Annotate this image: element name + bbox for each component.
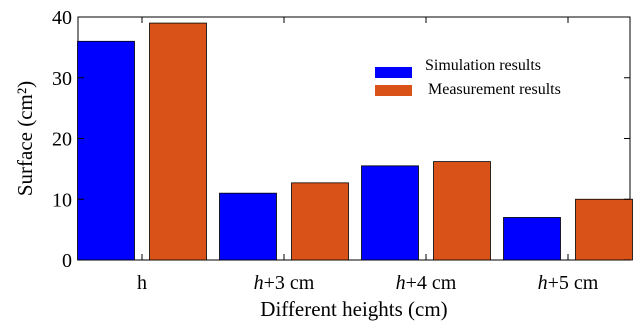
x-tick-label: h+5 cm xyxy=(538,272,599,294)
y-tick-label: 0 xyxy=(62,250,72,272)
bar-simulation-0 xyxy=(77,40,135,261)
x-tick-label: h xyxy=(137,272,147,294)
legend-swatch-measurement xyxy=(375,85,412,96)
x-axis-ticks: h h+3 cm h+4 cm h+5 cm xyxy=(137,17,599,294)
y-tick-label: 30 xyxy=(52,68,72,90)
y-axis-title: Surface (cm²) xyxy=(13,81,37,196)
legend: Simulation results Measurement results xyxy=(375,57,561,98)
bar-measurement-2 xyxy=(433,161,491,261)
legend-label-simulation: Simulation results xyxy=(425,57,541,74)
legend-label-measurement: Measurement results xyxy=(428,81,561,98)
x-tick-label: h+4 cm xyxy=(396,272,457,294)
bar-simulation-2 xyxy=(361,165,419,261)
bar-simulation-1 xyxy=(219,192,277,261)
bar-measurement-3 xyxy=(575,198,633,261)
y-tick-label: 10 xyxy=(52,189,72,211)
x-tick-label: h+3 cm xyxy=(254,272,315,294)
bar-measurement-1 xyxy=(291,182,349,261)
bar-measurement-0 xyxy=(149,22,207,261)
legend-swatch-simulation xyxy=(375,67,412,78)
y-axis-ticks: 0 10 20 30 40 xyxy=(52,7,630,272)
y-tick-label: 40 xyxy=(52,7,72,29)
x-axis-title: Different heights (cm) xyxy=(260,297,447,321)
bars xyxy=(77,22,633,261)
bar-simulation-3 xyxy=(503,217,561,261)
y-tick-label: 20 xyxy=(52,129,72,151)
